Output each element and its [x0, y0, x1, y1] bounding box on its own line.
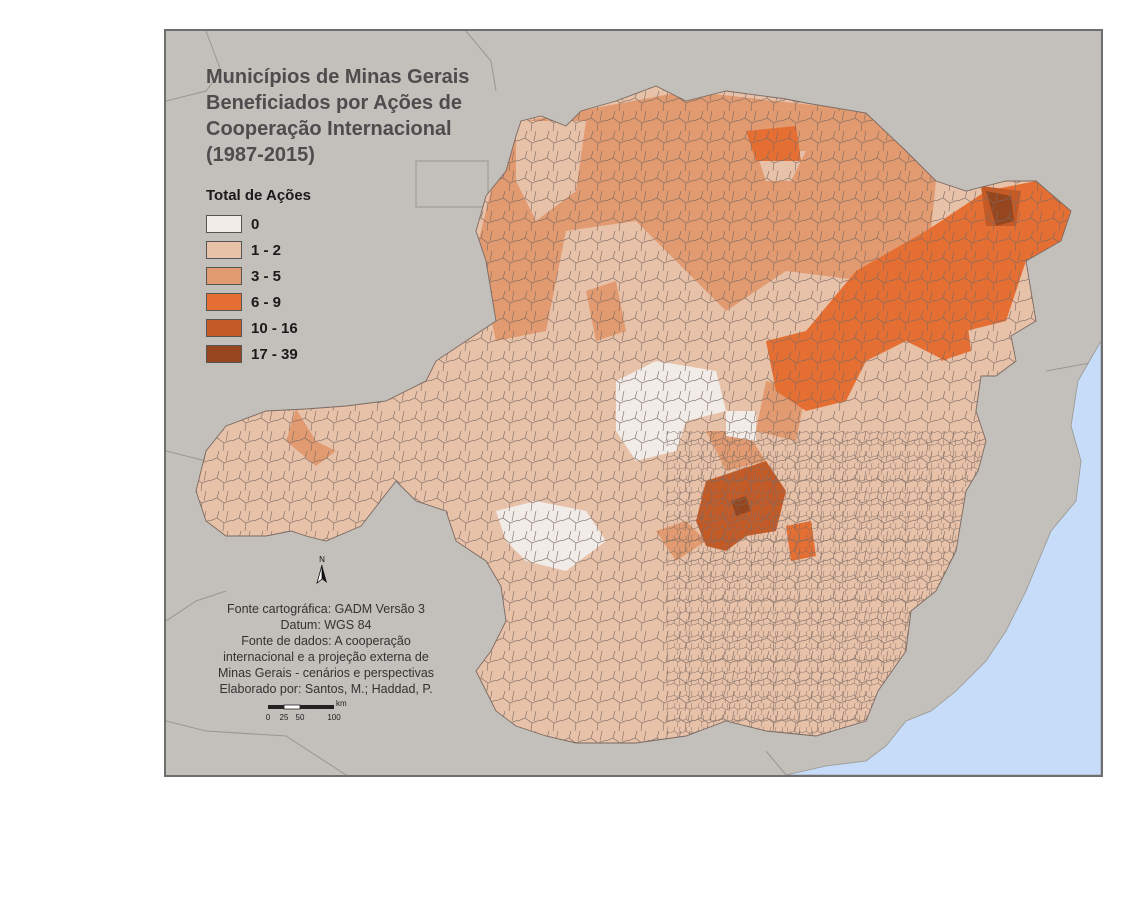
legend-item: 6 - 9	[206, 289, 311, 315]
credit-line: internacional e a projeção externa de	[223, 650, 429, 664]
credit-line: Minas Gerais - cenários e perspectivas	[217, 666, 435, 680]
legend-label: 10 - 16	[251, 319, 298, 337]
credit-line: Elaborado por: Santos, M.; Haddad, P.	[219, 682, 433, 696]
scale-bar: km 0 25 50 100	[266, 699, 347, 722]
map-frame: Municípios de Minas Gerais Beneficiados …	[164, 29, 1103, 777]
title-line: Municípios de Minas Gerais	[206, 66, 470, 88]
legend-label: 0	[251, 215, 260, 233]
title-line: (1987-2015)	[206, 144, 315, 166]
legend-item: 1 - 2	[206, 237, 311, 263]
scale-tick: 100	[327, 713, 341, 722]
legend-item: 17 - 39	[206, 341, 311, 367]
title-line: Beneficiados por Ações de	[206, 92, 462, 114]
credit-line: Fonte de dados: A cooperação	[241, 634, 411, 648]
legend-swatch	[206, 293, 242, 311]
legend-swatch	[206, 241, 242, 259]
map-title: Municípios de Minas Gerais Beneficiados …	[206, 64, 469, 168]
legend-swatch	[206, 215, 242, 233]
state-outline	[195, 85, 1072, 744]
legend-label: 1 - 2	[251, 241, 282, 259]
map-canvas	[166, 31, 1101, 775]
legend-swatch	[206, 319, 242, 337]
legend-item: 0	[206, 211, 311, 237]
title-line: Cooperação Internacional	[206, 118, 452, 140]
scale-unit: km	[336, 699, 347, 708]
legend-label: 17 - 39	[251, 345, 298, 363]
atlantic-ocean	[785, 340, 1101, 775]
legend-swatch	[206, 267, 242, 285]
legend-swatch	[206, 345, 242, 363]
legend-item: 10 - 16	[206, 315, 311, 341]
scale-tick: 50	[296, 713, 305, 722]
north-arrow-icon: N	[316, 555, 327, 585]
legend: Total de Ações 0 1 - 2 3 - 5 6 - 9 10 - …	[206, 187, 311, 367]
credit-line: Datum: WGS 84	[280, 618, 372, 632]
scale-tick: 25	[280, 713, 289, 722]
map-credits: Fonte cartográfica: GADM Versão 3 Datum:…	[196, 601, 456, 697]
scale-tick: 0	[266, 713, 271, 722]
legend-label: 3 - 5	[251, 267, 282, 285]
legend-label: 6 - 9	[251, 293, 282, 311]
legend-item: 3 - 5	[206, 263, 311, 289]
legend-title: Total de Ações	[206, 187, 312, 204]
credit-line: Fonte cartográfica: GADM Versão 3	[226, 602, 425, 616]
north-label: N	[319, 555, 325, 564]
